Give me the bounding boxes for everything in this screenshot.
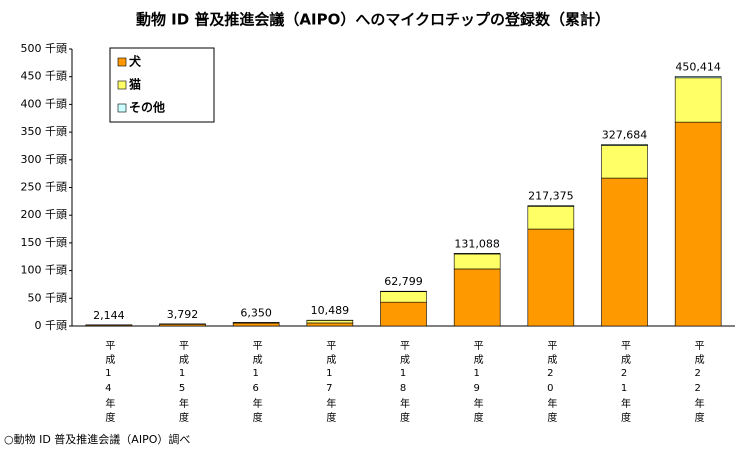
bar-segment (232, 322, 280, 327)
total-label: 2,144 (93, 309, 125, 322)
bar-segment (674, 121, 722, 327)
bar-segment (674, 77, 722, 123)
x-tick-label: 平成17年度 (324, 340, 336, 426)
x-tick-label: 平成22年度 (692, 340, 704, 426)
x-tick-label: 平成21年度 (619, 340, 631, 426)
y-tick-label: 500 千頭 (21, 42, 68, 55)
total-label: 3,792 (167, 308, 199, 321)
y-tick-label: 350 千頭 (21, 125, 68, 138)
y-tick-label: 50 千頭 (28, 291, 68, 304)
x-tick-label: 平成19年度 (471, 340, 483, 426)
x-tick-label: 平成16年度 (250, 340, 262, 426)
legend-swatch (117, 103, 127, 113)
y-tick-label: 150 千頭 (21, 236, 68, 249)
legend-label: 犬 (129, 54, 142, 69)
bar-segment (380, 291, 427, 303)
bar-segment (527, 228, 575, 327)
legend-label: 猫 (129, 77, 141, 92)
x-tick-label: 平成15年度 (177, 340, 189, 426)
bar-segment (453, 268, 501, 327)
y-tick-label: 100 千頭 (21, 264, 68, 277)
bar-segment (453, 253, 501, 270)
legend-box (109, 47, 215, 123)
bar-segment (601, 144, 648, 146)
total-label: 450,414 (675, 60, 721, 73)
y-tick-label: 400 千頭 (21, 97, 68, 110)
total-label: 62,799 (384, 275, 423, 288)
legend-label: その他 (129, 100, 165, 115)
y-tick-label: 0 千頭 (35, 319, 68, 332)
legend-swatch (117, 57, 127, 67)
bar-segment (306, 322, 354, 327)
y-tick-label: 450 千頭 (21, 70, 68, 83)
chart-title: 動物 ID 普及推進会議（AIPO）へのマイクロチップの登録数（累計） (136, 11, 610, 29)
x-tick-label: 平成14年度 (103, 340, 115, 426)
bar-segment (453, 253, 501, 255)
bar-segment (380, 301, 427, 327)
bar-segment (527, 205, 575, 207)
total-label: 6,350 (240, 306, 272, 319)
total-label: 10,489 (311, 304, 350, 317)
bar-segment (306, 320, 354, 324)
legend-swatch (117, 80, 127, 90)
x-tick-label: 平成18年度 (398, 340, 410, 426)
total-label: 217,375 (528, 190, 574, 203)
bar-segment (527, 206, 575, 230)
note: ○動物 ID 普及推進会議（AIPO）調べ (4, 432, 190, 446)
y-tick-label: 300 千頭 (21, 153, 68, 166)
total-label: 131,088 (454, 237, 500, 250)
bar-segment (674, 76, 722, 79)
x-tick-label: 平成20年度 (545, 340, 557, 426)
y-tick-label: 250 千頭 (21, 181, 68, 194)
bar-segment (601, 145, 648, 179)
bar-segment (601, 177, 648, 327)
total-label: 327,684 (602, 128, 648, 141)
y-tick-label: 200 千頭 (21, 208, 68, 221)
